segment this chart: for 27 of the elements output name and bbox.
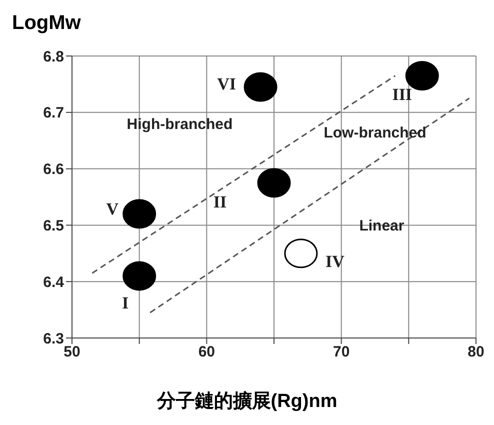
annotation: High-branched	[126, 116, 233, 134]
data-label: V	[106, 199, 120, 218]
data-label: VI	[217, 74, 236, 94]
data-label: I	[122, 293, 130, 312]
annotation: Low-branched	[324, 124, 426, 142]
y-tick-label: 6.8	[43, 48, 64, 66]
x-tick-label: 60	[198, 344, 216, 361]
x-tick-label: 70	[332, 344, 350, 361]
data-label: IV	[325, 252, 346, 271]
point	[122, 261, 156, 291]
point	[284, 238, 318, 268]
x-tick-label: 50	[64, 344, 80, 361]
y-axis-title: LogMw	[12, 12, 81, 35]
y-tick-label: 6.5	[43, 218, 64, 235]
y-tick-label: 6.3	[43, 330, 64, 348]
point	[405, 60, 439, 90]
x-tick-label: 80	[468, 344, 484, 361]
y-tick-label: 6.7	[43, 104, 64, 122]
point	[244, 72, 278, 102]
annotation: Linear	[359, 218, 404, 235]
point	[257, 168, 291, 198]
y-tick-label: 6.4	[43, 274, 65, 291]
data-label: III	[392, 85, 412, 104]
y-tick-label: 6.6	[43, 161, 64, 178]
point	[122, 199, 156, 229]
x-axis-title: 分子鏈的擴展(Rg)nm	[156, 390, 338, 414]
data-label: II	[213, 192, 227, 212]
